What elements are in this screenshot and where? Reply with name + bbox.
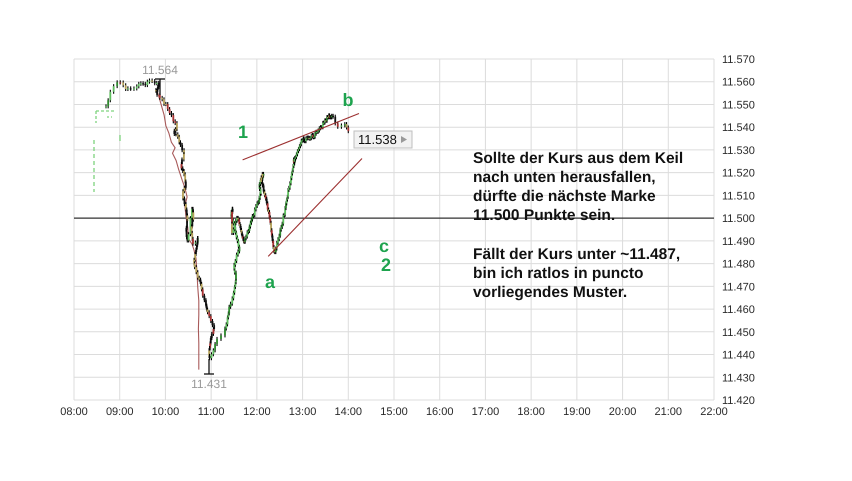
svg-text:c: c [379,236,389,256]
svg-text:13:00: 13:00 [289,406,317,418]
svg-text:20:00: 20:00 [609,406,637,418]
svg-text:22:00: 22:00 [700,406,728,418]
svg-text:11.420: 11.420 [722,395,755,407]
svg-text:08:00: 08:00 [60,406,88,418]
svg-text:b: b [343,90,354,110]
svg-text:11.480: 11.480 [722,259,755,271]
svg-text:Sollte der Kurs aus dem Keil: Sollte der Kurs aus dem Keil [473,150,683,167]
svg-text:bin ich ratlos in puncto: bin ich ratlos in puncto [473,265,644,282]
svg-text:11.510: 11.510 [722,190,755,202]
svg-text:15:00: 15:00 [380,406,408,418]
svg-text:1: 1 [238,122,248,142]
svg-text:11.560: 11.560 [722,77,755,89]
svg-text:2: 2 [381,255,391,275]
svg-text:11.564: 11.564 [142,63,178,77]
svg-text:nach unten herausfallen,: nach unten herausfallen, [473,169,656,186]
svg-text:18:00: 18:00 [517,406,545,418]
svg-text:a: a [265,272,276,292]
svg-text:14:00: 14:00 [335,406,363,418]
svg-text:11.570: 11.570 [722,54,755,66]
svg-text:11.470: 11.470 [722,281,755,293]
svg-text:10:00: 10:00 [152,406,180,418]
svg-text:17:00: 17:00 [472,406,500,418]
svg-text:11.500 Punkte sein.: 11.500 Punkte sein. [473,207,615,224]
svg-text:12:00: 12:00 [243,406,271,418]
svg-text:Fällt der Kurs unter ~11.487,: Fällt der Kurs unter ~11.487, [473,246,680,263]
svg-text:11.440: 11.440 [722,350,755,362]
svg-text:11.500: 11.500 [722,213,755,225]
svg-text:11.430: 11.430 [722,372,755,384]
svg-text:11.550: 11.550 [722,99,755,111]
svg-text:11.540: 11.540 [722,122,755,134]
svg-text:11.538: 11.538 [358,132,397,147]
svg-text:21:00: 21:00 [655,406,683,418]
svg-text:19:00: 19:00 [563,406,591,418]
svg-text:16:00: 16:00 [426,406,454,418]
svg-text:11.431: 11.431 [191,377,227,391]
svg-text:11.530: 11.530 [722,145,755,157]
svg-text:11.450: 11.450 [722,327,755,339]
svg-text:vorliegendes Muster.: vorliegendes Muster. [473,284,627,301]
svg-text:11.520: 11.520 [722,168,755,180]
svg-text:dürfte die nächste Marke: dürfte die nächste Marke [473,188,656,205]
svg-text:11.460: 11.460 [722,304,755,316]
svg-text:09:00: 09:00 [106,406,134,418]
svg-text:11.490: 11.490 [722,236,755,248]
svg-text:11:00: 11:00 [198,406,225,418]
